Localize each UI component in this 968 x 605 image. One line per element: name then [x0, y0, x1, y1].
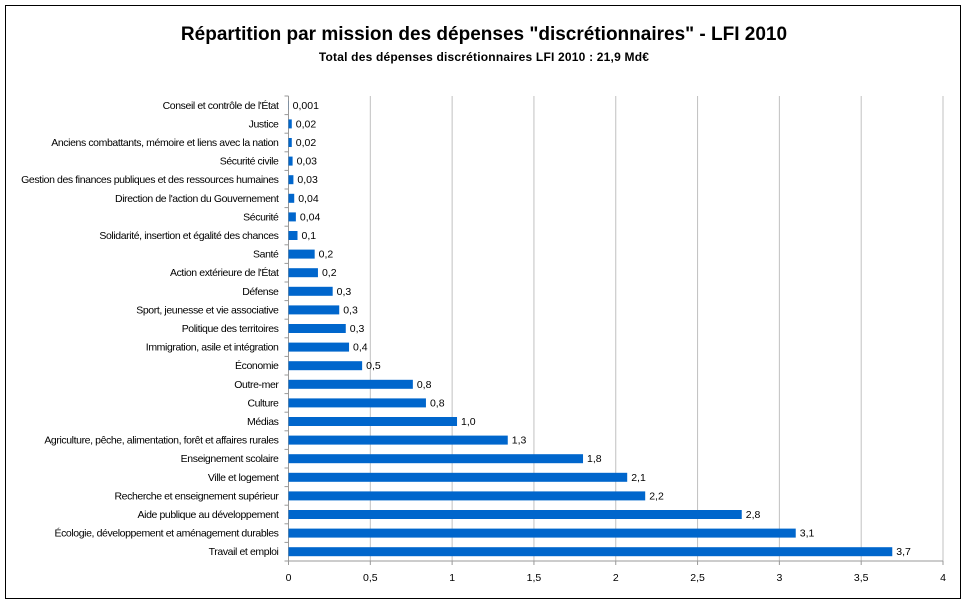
category-label: Recherche et enseignement supérieur [114, 490, 279, 502]
category-label: Économie [235, 359, 279, 372]
data-label: 2,2 [649, 490, 664, 502]
data-label: 0,001 [293, 100, 319, 112]
bar [288, 435, 508, 445]
category-label: Politique des territoires [182, 323, 279, 335]
data-label: 0,03 [297, 174, 318, 186]
data-label: 3,7 [896, 546, 911, 558]
bar [288, 286, 333, 296]
data-label: 0,4 [353, 342, 368, 354]
category-label: Gestion des finances publiques et des re… [21, 174, 279, 186]
data-label: 1,3 [512, 435, 527, 447]
data-label: 0,04 [298, 193, 319, 205]
category-label: Direction de l'action du Gouvernement [115, 193, 279, 205]
category-label: Médias [247, 416, 279, 428]
data-label: 0,04 [300, 211, 321, 223]
bar [288, 342, 350, 352]
chart-subtitle: Total des dépenses discrétionnaires LFI … [318, 50, 650, 64]
category-label: Sécurité civile [220, 156, 279, 168]
x-tick-label: 4 [940, 572, 946, 584]
bar [288, 119, 292, 129]
category-label: Anciens combattants, mémoire et liens av… [51, 137, 279, 149]
bar [288, 324, 346, 333]
category-label: Agriculture, pêche, alimentation, forêt … [44, 435, 278, 447]
bar [288, 491, 646, 501]
category-label: Santé [253, 249, 279, 261]
data-label: 0,3 [343, 304, 358, 316]
bar [288, 138, 292, 147]
bar [288, 175, 294, 185]
bar [288, 156, 293, 166]
x-tick-label: 0 [286, 572, 292, 584]
bar [288, 398, 426, 408]
data-label: 1,0 [461, 416, 476, 428]
bar [288, 268, 318, 278]
data-label: 0,3 [337, 286, 352, 298]
bar [288, 193, 295, 203]
category-label: Travail et emploi [209, 546, 279, 558]
category-label: Outre-mer [234, 379, 279, 391]
category-label: Sécurité [243, 211, 279, 223]
chart-title: Répartition par mission des dépenses "di… [180, 24, 788, 45]
data-label: 0,2 [319, 249, 334, 261]
x-tick-label: 0,5 [363, 572, 378, 584]
category-label: Culture [247, 397, 279, 409]
bar [288, 249, 315, 259]
data-label: 0,3 [350, 323, 365, 335]
bar [288, 305, 340, 315]
bar [288, 379, 413, 389]
category-label: Solidarité, insertion et égalité des cha… [99, 230, 278, 242]
data-label: 1,8 [587, 453, 602, 465]
data-label: 3,1 [800, 528, 815, 540]
category-label: Conseil et contrôle de l'État [163, 99, 279, 112]
bar [288, 547, 893, 557]
bar [288, 528, 796, 538]
data-label: 0,5 [366, 360, 381, 372]
data-label: 0,02 [296, 118, 317, 130]
data-label: 2,1 [631, 472, 646, 484]
data-label: 0,1 [301, 230, 316, 242]
data-label: 0,2 [322, 267, 337, 279]
category-label: Action extérieure de l'État [170, 266, 279, 279]
category-label: Enseignement scolaire [181, 453, 279, 465]
x-tick-label: 1 [449, 572, 455, 584]
bar [288, 361, 363, 371]
data-label: 0,03 [297, 156, 318, 168]
category-label: Aide publique au développement [138, 509, 279, 521]
bar [288, 231, 298, 240]
category-label: Immigration, asile et intégration [146, 342, 279, 354]
x-tick-label: 1,5 [527, 572, 542, 584]
x-tick-label: 3,5 [854, 572, 869, 584]
category-label: Ville et logement [208, 472, 279, 484]
category-label: Justice [249, 118, 279, 130]
bar [288, 212, 296, 222]
bar [288, 510, 742, 519]
chart-frame [5, 5, 961, 599]
data-label: 2,8 [746, 509, 761, 521]
x-tick-label: 3 [776, 572, 782, 584]
category-label: Sport, jeunesse et vie associative [136, 304, 279, 316]
bar [288, 454, 584, 464]
category-label: Écologie, développement et aménagement d… [54, 527, 278, 540]
x-tick-label: 2 [613, 572, 619, 584]
bar [288, 417, 458, 426]
data-label: 0,02 [296, 137, 317, 149]
category-label: Défense [242, 286, 279, 298]
data-label: 0,8 [417, 379, 432, 391]
data-label: 0,8 [430, 397, 445, 409]
bar [288, 472, 628, 482]
x-tick-label: 2,5 [690, 572, 705, 584]
